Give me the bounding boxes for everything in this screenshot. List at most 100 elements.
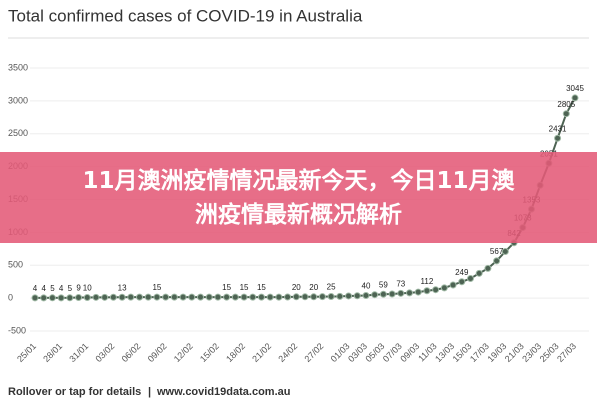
- y-tick-label: 2500: [8, 128, 28, 138]
- data-point: [75, 294, 83, 302]
- data-point: [554, 134, 562, 142]
- data-point: [292, 293, 300, 301]
- data-point: [406, 289, 414, 297]
- y-tick-label: 3000: [8, 95, 28, 105]
- data-label: 20: [292, 283, 301, 292]
- x-tick-label: 25/03: [538, 341, 561, 364]
- data-point: [284, 293, 292, 301]
- data-point: [170, 293, 178, 301]
- data-point: [362, 291, 370, 299]
- x-tick-label: 17/03: [468, 341, 491, 364]
- data-point: [205, 293, 213, 301]
- data-point: [101, 293, 109, 301]
- x-tick-label: 18/02: [224, 341, 247, 364]
- x-tick-label: 19/03: [485, 341, 508, 364]
- data-point: [231, 293, 239, 301]
- data-label: 567: [490, 247, 504, 256]
- x-tick-label: 21/02: [250, 341, 273, 364]
- x-tick-label: 07/03: [381, 341, 404, 364]
- data-point: [379, 290, 387, 298]
- x-tick-label: 15/03: [451, 341, 474, 364]
- data-point: [83, 293, 91, 301]
- data-point: [371, 291, 379, 299]
- data-label: 40: [362, 282, 371, 291]
- data-label: 15: [152, 283, 161, 292]
- data-point: [501, 248, 509, 256]
- data-point: [144, 293, 152, 301]
- data-point: [397, 289, 405, 297]
- y-tick-label: 500: [8, 260, 23, 270]
- data-label: 15: [257, 283, 266, 292]
- data-point: [440, 284, 448, 292]
- x-tick-label: 28/01: [41, 341, 64, 364]
- data-label: 4: [33, 284, 38, 293]
- data-point: [153, 293, 161, 301]
- data-point: [484, 264, 492, 272]
- data-point: [345, 292, 353, 300]
- data-point: [353, 292, 361, 300]
- data-point: [414, 288, 422, 296]
- data-label: 3045: [566, 84, 584, 93]
- data-point: [336, 292, 344, 300]
- data-point: [240, 293, 248, 301]
- x-tick-label: 27/03: [555, 341, 578, 364]
- footer-link[interactable]: www.covid19data.com.au: [156, 386, 290, 398]
- data-point: [92, 293, 100, 301]
- data-label: 15: [240, 283, 249, 292]
- x-tick-label: 23/03: [520, 341, 543, 364]
- data-label: 249: [455, 268, 469, 277]
- data-point: [327, 292, 335, 300]
- data-label: 9: [76, 284, 81, 293]
- data-point: [301, 293, 309, 301]
- data-point: [214, 293, 222, 301]
- data-label: 25: [327, 283, 336, 292]
- data-point: [31, 294, 39, 302]
- footer-separator: |: [148, 386, 151, 398]
- data-point: [388, 290, 396, 298]
- data-point: [266, 293, 274, 301]
- y-tick-label: -500: [8, 325, 26, 335]
- x-tick-label: 15/02: [198, 341, 221, 364]
- x-tick-label: 25/01: [15, 341, 38, 364]
- data-point: [48, 294, 56, 302]
- data-point: [188, 293, 196, 301]
- data-point: [118, 293, 126, 301]
- data-label: 2805: [557, 100, 575, 109]
- data-point: [275, 293, 283, 301]
- data-point: [562, 110, 570, 118]
- data-point: [196, 293, 204, 301]
- data-point: [109, 293, 117, 301]
- data-point: [493, 257, 501, 265]
- data-point: [571, 94, 579, 102]
- banner-text: 11月澳洲疫情情况最新今天，今日11月澳洲疫情最新概况解析: [82, 167, 515, 228]
- footer-note: Rollover or tap for details: [8, 386, 141, 398]
- data-point: [475, 269, 483, 277]
- x-tick-label: 27/02: [303, 341, 326, 364]
- x-tick-label: 03/03: [346, 341, 369, 364]
- data-point: [458, 278, 466, 286]
- y-tick-label: 3500: [8, 62, 28, 72]
- data-label: 15: [222, 283, 231, 292]
- data-point: [449, 281, 457, 289]
- data-point: [136, 293, 144, 301]
- data-label: 5: [50, 284, 55, 293]
- data-point: [57, 294, 65, 302]
- x-tick-label: 06/02: [120, 341, 143, 364]
- data-point: [257, 293, 265, 301]
- data-label: 5: [68, 284, 73, 293]
- x-tick-label: 09/03: [398, 341, 421, 364]
- data-label: 112: [421, 277, 434, 286]
- chart-title: Total confirmed cases of COVID-19 in Aus…: [8, 6, 363, 25]
- data-label: 73: [396, 279, 405, 288]
- x-tick-label: 05/03: [363, 341, 386, 364]
- data-point: [179, 293, 187, 301]
- x-tick-label: 13/03: [433, 341, 456, 364]
- data-point: [127, 293, 135, 301]
- data-point: [423, 287, 431, 295]
- data-label: 59: [379, 280, 388, 289]
- data-label: 4: [41, 284, 46, 293]
- x-tick-label: 03/02: [93, 341, 116, 364]
- y-tick-label: 0: [8, 293, 13, 303]
- data-point: [40, 294, 48, 302]
- data-point: [432, 286, 440, 294]
